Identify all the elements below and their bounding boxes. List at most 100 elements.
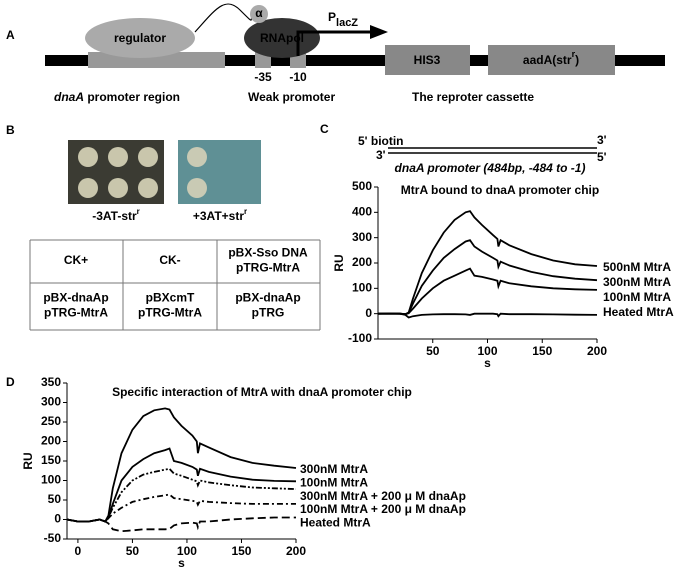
- y-axis-label: RU: [332, 254, 346, 271]
- table-cell: pTRG-MtrA: [138, 306, 202, 320]
- y-tick-label: 100: [352, 281, 372, 295]
- legend-label: Heated MtrA: [300, 515, 371, 529]
- dna-end-label: 5': [597, 150, 607, 164]
- colonies: [187, 147, 207, 198]
- series-line: [378, 267, 598, 316]
- plate-label-sup: r: [244, 207, 247, 216]
- y-tick-label: 300: [41, 395, 61, 409]
- y-tick-label: -100: [348, 331, 372, 345]
- dna-end-label: 3': [597, 133, 607, 147]
- plate-label: -3AT-strr: [92, 207, 140, 223]
- caption-text: The reproter cassette: [412, 90, 534, 104]
- y-tick-label: 200: [352, 255, 372, 269]
- x-tick-label: 200: [286, 544, 306, 558]
- minus10-label: -10: [289, 70, 307, 84]
- table-cell: pTRG-MtrA: [44, 306, 108, 320]
- aada-box: [488, 45, 615, 75]
- plate-label: +3AT+strr: [193, 207, 247, 223]
- arrow-head: [370, 25, 388, 39]
- plate-label-main: +3AT+str: [193, 209, 244, 223]
- aada-main: aadA(str: [523, 53, 572, 67]
- legend-label: 300nM MtrA: [300, 462, 368, 476]
- plate-label-sup: r: [137, 207, 140, 216]
- y-tick-label: 0: [365, 306, 372, 320]
- y-tick-label: 0: [54, 512, 61, 526]
- region-caption: The reproter cassette: [412, 90, 534, 104]
- dna-end-label: 3': [376, 148, 386, 162]
- panel-label: D: [6, 375, 15, 389]
- y-axis-label: RU: [21, 452, 35, 469]
- y-tick-label: 500: [352, 179, 372, 193]
- x-tick-label: 150: [231, 544, 251, 558]
- y-tick-label: 50: [48, 492, 62, 506]
- table-cell: pTRG-MtrA: [236, 261, 300, 275]
- dna-caption: dnaA promoter (484bp, -484 to -1): [395, 161, 586, 175]
- x-tick-label: 100: [477, 344, 497, 358]
- y-tick-label: 200: [41, 434, 61, 448]
- series-line: [66, 516, 296, 533]
- region-caption: Weak promoter: [248, 90, 335, 104]
- table-cell: pBX-Sso DNA: [228, 246, 308, 260]
- panel-label: A: [6, 28, 15, 42]
- promoter-main: P: [328, 10, 336, 24]
- connector: [194, 3, 253, 33]
- chart-title: Specific interaction of MtrA with dnaA p…: [112, 385, 412, 399]
- caption-text: promoter region: [84, 90, 180, 104]
- x-tick-label: 200: [587, 344, 607, 358]
- alpha-label: α: [255, 6, 263, 20]
- alpha-shape: [250, 5, 268, 23]
- x-tick-label: 50: [426, 344, 440, 358]
- x-axis-label: s: [484, 356, 491, 370]
- table-frame: [29, 239, 321, 331]
- region-caption: dnaA promoter region: [54, 90, 180, 104]
- caption-italic: dnaA: [54, 90, 84, 104]
- table-cell: pBX-dnaAp: [43, 291, 108, 305]
- colonies: [78, 147, 158, 198]
- x-tick-label: 100: [177, 544, 197, 558]
- series-line: [66, 467, 297, 523]
- series-line: [378, 312, 598, 319]
- legend-label: Heated MtrA: [603, 305, 674, 319]
- table-cell: pBX-dnaAp: [235, 291, 300, 305]
- table-cell: pBXcmT: [146, 291, 195, 305]
- regulator-shape: [85, 18, 195, 58]
- y-tick-label: 250: [41, 414, 61, 428]
- promoter-label: PlacZ: [328, 10, 358, 29]
- y-tick-label: 300: [352, 230, 372, 244]
- panel-label: B: [6, 123, 15, 137]
- aada-end: ): [575, 53, 579, 67]
- promoter-arrow: [296, 30, 372, 56]
- promoter-sub: lacZ: [336, 17, 358, 29]
- x-axis-label: s: [178, 556, 185, 570]
- rnapol-label: RNApol: [260, 31, 304, 45]
- legend-label: 300nM MtrA: [603, 275, 671, 289]
- x-tick-label: 0: [75, 544, 82, 558]
- legend-label: 100nM MtrA: [603, 290, 671, 304]
- aada-label: aadA(strr): [523, 49, 579, 67]
- panel-label: C: [320, 122, 329, 136]
- plate-label-main: -3AT-str: [92, 209, 137, 223]
- legend-label: 100nM MtrA + 200 μ M dnaAp: [300, 502, 466, 516]
- rnapol-shape: [244, 18, 320, 58]
- series-line: [66, 407, 297, 523]
- regulator-label: regulator: [114, 31, 166, 45]
- dna-end-label: 5' biotin: [358, 134, 404, 148]
- y-tick-label: 350: [41, 375, 61, 389]
- series-line: [377, 210, 598, 316]
- table-cell: pTRG: [252, 306, 285, 320]
- chart-title: MtrA bound to dnaA promoter chip: [401, 183, 599, 197]
- y-tick-label: -50: [44, 531, 62, 545]
- legend-label: 100nM MtrA: [300, 475, 368, 489]
- caption-text: Weak promoter: [248, 90, 335, 104]
- his3-label: HIS3: [414, 53, 441, 67]
- y-tick-label: 100: [41, 473, 61, 487]
- y-tick-label: 150: [41, 453, 61, 467]
- minus35-label: -35: [254, 70, 272, 84]
- legend-label: 500nM MtrA: [603, 260, 671, 274]
- table-cell: CK-: [159, 253, 180, 267]
- series-line: [66, 447, 297, 523]
- legend-label: 300nM MtrA + 200 μ M dnaAp: [300, 489, 466, 503]
- y-tick-label: 400: [352, 205, 372, 219]
- aada-sup: r: [572, 49, 576, 59]
